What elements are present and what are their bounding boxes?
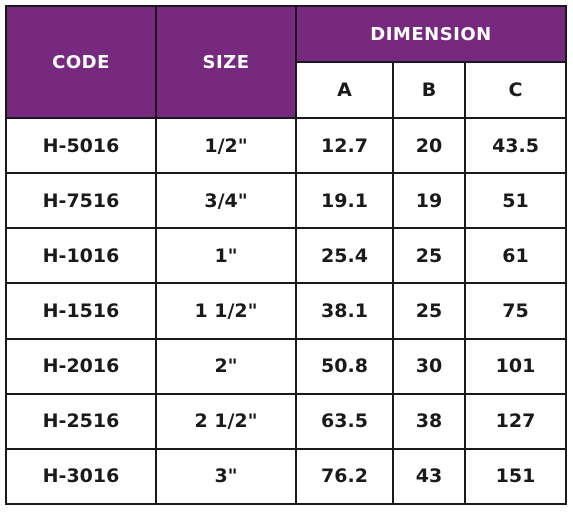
cell-b: 43	[392, 447, 466, 506]
table-row: H-5016 1/2" 12.7 20 43.5	[5, 116, 568, 175]
cell-code: H-1016	[5, 227, 157, 285]
cell-code: H-2016	[5, 337, 157, 395]
cell-size: 3/4"	[155, 172, 297, 230]
cell-size: 3"	[155, 447, 297, 506]
column-header-size: SIZE	[155, 5, 297, 119]
dimension-table: CODE SIZE DIMENSION A B C H-5016 1/2" 12…	[5, 5, 568, 506]
cell-b: 25	[392, 227, 466, 285]
cell-a: 19.1	[295, 172, 394, 230]
cell-a: 63.5	[295, 392, 394, 450]
cell-size: 1 1/2"	[155, 282, 297, 340]
column-header-dimension: DIMENSION	[294, 5, 568, 63]
cell-a: 76.2	[295, 447, 394, 506]
cell-code: H-2516	[5, 392, 157, 450]
header-row-top: CODE SIZE DIMENSION	[5, 5, 568, 119]
cell-code: H-7516	[5, 172, 157, 230]
table-row: H-2516 2 1/2" 63.5 38 127	[5, 392, 568, 450]
cell-a: 50.8	[295, 337, 394, 395]
cell-b: 30	[392, 337, 466, 395]
cell-a: 12.7	[295, 116, 394, 175]
cell-b: 20	[392, 116, 466, 175]
cell-code: H-5016	[5, 116, 157, 175]
column-header-code: CODE	[5, 5, 157, 119]
cell-size: 2"	[155, 337, 297, 395]
cell-c: 151	[463, 447, 568, 506]
cell-c: 75	[463, 282, 568, 340]
cell-c: 51	[463, 172, 568, 230]
cell-size: 2 1/2"	[155, 392, 297, 450]
cell-c: 127	[463, 392, 568, 450]
column-header-a: A	[295, 61, 394, 119]
cell-c: 101	[463, 337, 568, 395]
cell-c: 43.5	[463, 116, 568, 175]
column-header-b: B	[392, 61, 466, 119]
table-row: H-1016 1" 25.4 25 61	[5, 227, 568, 285]
cell-a: 25.4	[295, 227, 394, 285]
column-header-c: C	[463, 61, 568, 119]
cell-b: 19	[392, 172, 466, 230]
table-row: H-2016 2" 50.8 30 101	[5, 337, 568, 395]
cell-code: H-1516	[5, 282, 157, 340]
cell-b: 25	[392, 282, 466, 340]
table-row: H-7516 3/4" 19.1 19 51	[5, 172, 568, 230]
cell-code: H-3016	[5, 447, 157, 506]
cell-a: 38.1	[295, 282, 394, 340]
table-row: H-3016 3" 76.2 43 151	[5, 447, 568, 506]
cell-size: 1/2"	[155, 116, 297, 175]
header-row-sub: A B C	[6, 61, 568, 119]
cell-b: 38	[392, 392, 466, 450]
cell-c: 61	[463, 227, 568, 285]
cell-size: 1"	[155, 227, 297, 285]
table-row: H-1516 1 1/2" 38.1 25 75	[5, 282, 568, 340]
